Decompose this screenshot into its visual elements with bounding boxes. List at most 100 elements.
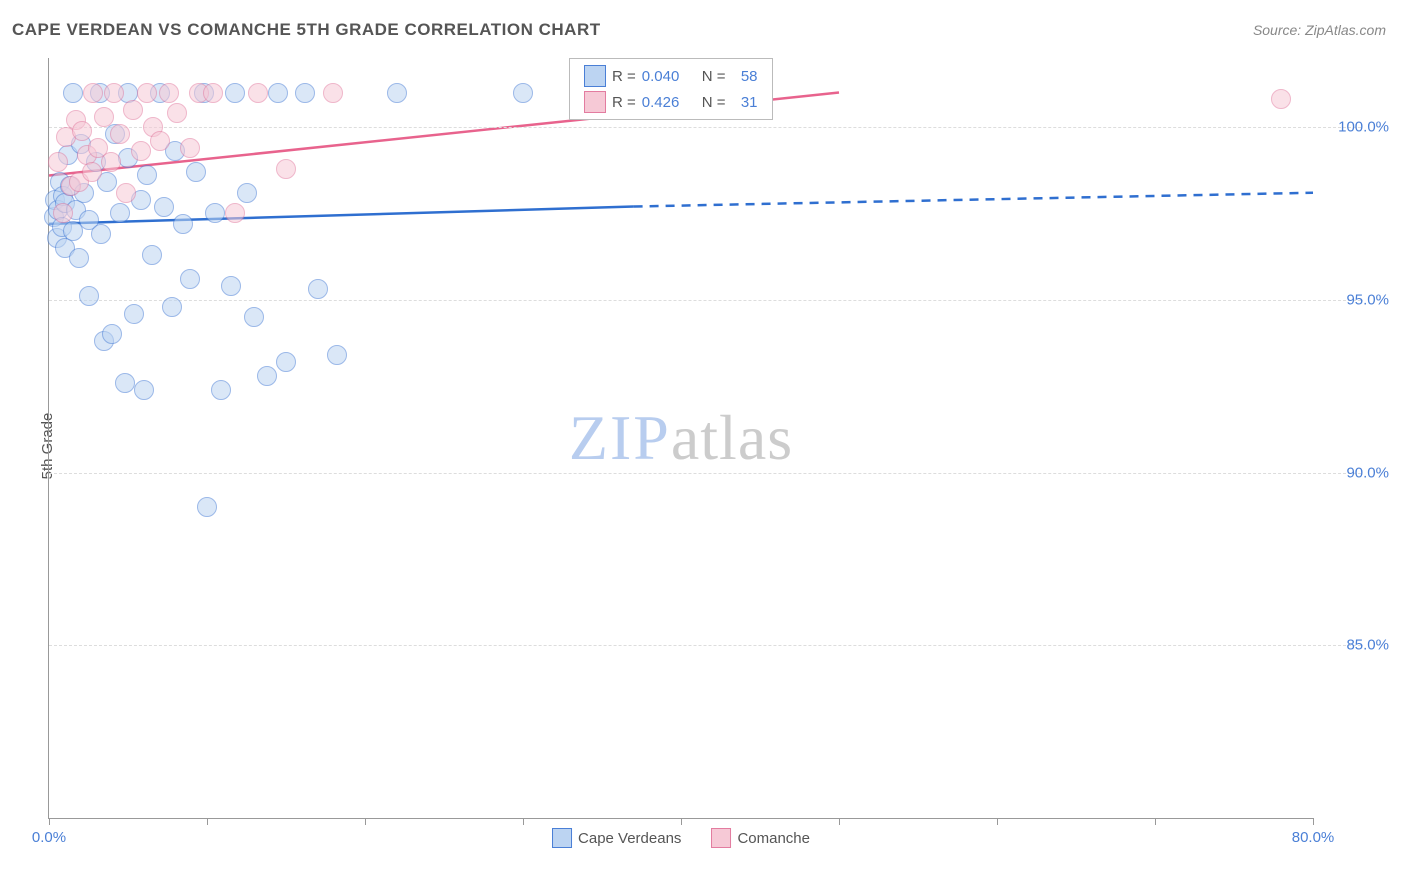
scatter-point-s2: [248, 83, 268, 103]
legend-n-label: N =: [702, 94, 726, 111]
scatter-point-s1: [276, 352, 296, 372]
scatter-point-s2: [94, 107, 114, 127]
legend-swatch: [711, 828, 731, 848]
scatter-point-s2: [225, 203, 245, 223]
legend-n-label: N =: [702, 68, 726, 85]
ytick-label: 85.0%: [1346, 637, 1389, 654]
series-name: Cape Verdeans: [578, 830, 681, 847]
trendline: [634, 193, 1313, 207]
scatter-point-s1: [180, 269, 200, 289]
legend-swatch: [552, 828, 572, 848]
scatter-point-s2: [1271, 89, 1291, 109]
scatter-point-s1: [197, 497, 217, 517]
xtick: [49, 818, 50, 825]
scatter-point-s2: [116, 183, 136, 203]
scatter-point-s1: [295, 83, 315, 103]
xtick: [365, 818, 366, 825]
trendlines-layer: [49, 58, 1313, 818]
xtick: [207, 818, 208, 825]
stats-legend-row: R =0.040N =58: [584, 65, 758, 87]
scatter-point-s2: [131, 141, 151, 161]
scatter-point-s1: [69, 248, 89, 268]
scatter-point-s1: [513, 83, 533, 103]
scatter-point-s1: [268, 83, 288, 103]
chart-plot-area: ZIPatlas R =0.040N =58R =0.426N =31 Cape…: [48, 58, 1313, 819]
scatter-point-s2: [323, 83, 343, 103]
legend-swatch: [584, 91, 606, 113]
legend-n-value: 58: [732, 68, 758, 85]
series-name: Comanche: [737, 830, 810, 847]
legend-r-label: R =: [612, 68, 636, 85]
legend-n-value: 31: [732, 94, 758, 111]
series-legend-item: Cape Verdeans: [552, 828, 681, 848]
scatter-point-s1: [205, 203, 225, 223]
legend-r-value: 0.426: [642, 94, 696, 111]
scatter-point-s2: [137, 83, 157, 103]
chart-header: CAPE VERDEAN VS COMANCHE 5TH GRADE CORRE…: [12, 20, 1386, 40]
scatter-point-s1: [134, 380, 154, 400]
gridline-h: [49, 645, 1361, 646]
ytick-label: 100.0%: [1338, 119, 1389, 136]
scatter-point-s1: [91, 224, 111, 244]
scatter-point-s2: [83, 83, 103, 103]
stats-legend-row: R = 0.426 N = 31: [584, 91, 758, 113]
xtick: [523, 818, 524, 825]
scatter-point-s1: [110, 203, 130, 223]
gridline-h: [49, 473, 1361, 474]
scatter-point-s2: [53, 203, 73, 223]
stats-legend: R =0.040N =58R =0.426N =31: [569, 58, 773, 120]
scatter-point-s1: [154, 197, 174, 217]
scatter-point-s2: [72, 121, 92, 141]
scatter-point-s1: [237, 183, 257, 203]
scatter-point-s1: [244, 307, 264, 327]
scatter-point-s1: [142, 245, 162, 265]
scatter-point-s1: [308, 279, 328, 299]
scatter-point-s1: [63, 83, 83, 103]
xtick-label: 80.0%: [1292, 829, 1335, 846]
scatter-point-s1: [225, 83, 245, 103]
xtick-label: 0.0%: [32, 829, 66, 846]
legend-swatch: [584, 65, 606, 87]
chart-title: CAPE VERDEAN VS COMANCHE 5TH GRADE CORRE…: [12, 20, 601, 40]
xtick: [1155, 818, 1156, 825]
scatter-point-s1: [387, 83, 407, 103]
scatter-point-s1: [102, 324, 122, 344]
scatter-point-s1: [211, 380, 231, 400]
scatter-point-s1: [162, 297, 182, 317]
gridline-h: [49, 127, 1361, 128]
legend-r-label: R =: [612, 94, 636, 111]
scatter-point-s1: [221, 276, 241, 296]
scatter-point-s2: [276, 159, 296, 179]
scatter-point-s2: [150, 131, 170, 151]
scatter-point-s1: [327, 345, 347, 365]
gridline-h: [49, 300, 1361, 301]
scatter-point-s2: [203, 83, 223, 103]
xtick: [1313, 818, 1314, 825]
ytick-label: 95.0%: [1346, 291, 1389, 308]
scatter-point-s2: [82, 162, 102, 182]
scatter-point-s2: [180, 138, 200, 158]
scatter-point-s2: [104, 83, 124, 103]
watermark-part1: ZIP: [569, 402, 671, 473]
xtick: [997, 818, 998, 825]
scatter-point-s1: [257, 366, 277, 386]
series-legend-item: Comanche: [711, 828, 810, 848]
scatter-point-s2: [101, 152, 121, 172]
scatter-point-s1: [124, 304, 144, 324]
scatter-point-s1: [79, 286, 99, 306]
watermark: ZIPatlas: [569, 401, 793, 475]
scatter-point-s2: [48, 152, 68, 172]
scatter-point-s1: [137, 165, 157, 185]
scatter-point-s1: [186, 162, 206, 182]
scatter-point-s2: [167, 103, 187, 123]
scatter-point-s1: [115, 373, 135, 393]
scatter-point-s2: [159, 83, 179, 103]
xtick: [681, 818, 682, 825]
watermark-part2: atlas: [671, 402, 793, 473]
chart-source: Source: ZipAtlas.com: [1253, 22, 1386, 38]
scatter-point-s1: [173, 214, 193, 234]
ytick-label: 90.0%: [1346, 464, 1389, 481]
scatter-point-s2: [123, 100, 143, 120]
series-legend: Cape Verdeans Comanche: [552, 828, 810, 848]
xtick: [839, 818, 840, 825]
